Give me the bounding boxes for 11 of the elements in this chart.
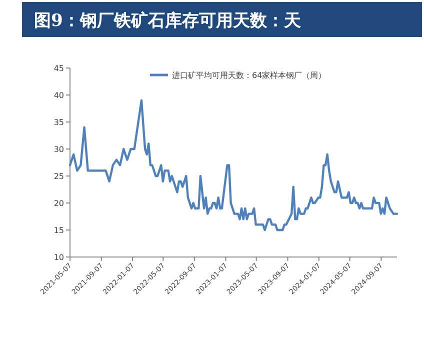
y-tick-label: 35 — [54, 118, 64, 127]
y-tick-label: 30 — [54, 145, 64, 154]
y-tick-label: 20 — [54, 199, 64, 208]
y-tick-label: 45 — [54, 64, 64, 73]
y-tick-label: 15 — [54, 226, 64, 235]
y-tick-label: 10 — [54, 253, 64, 262]
chart-title: 图9：钢厂铁矿石库存可用天数：天 — [34, 11, 301, 31]
line-series — [68, 99, 398, 232]
y-tick-label: 25 — [54, 172, 64, 181]
y-tick-label: 40 — [54, 91, 64, 100]
legend-label: 进口矿平均可用天数：64家样本钢厂（周） — [172, 71, 326, 80]
